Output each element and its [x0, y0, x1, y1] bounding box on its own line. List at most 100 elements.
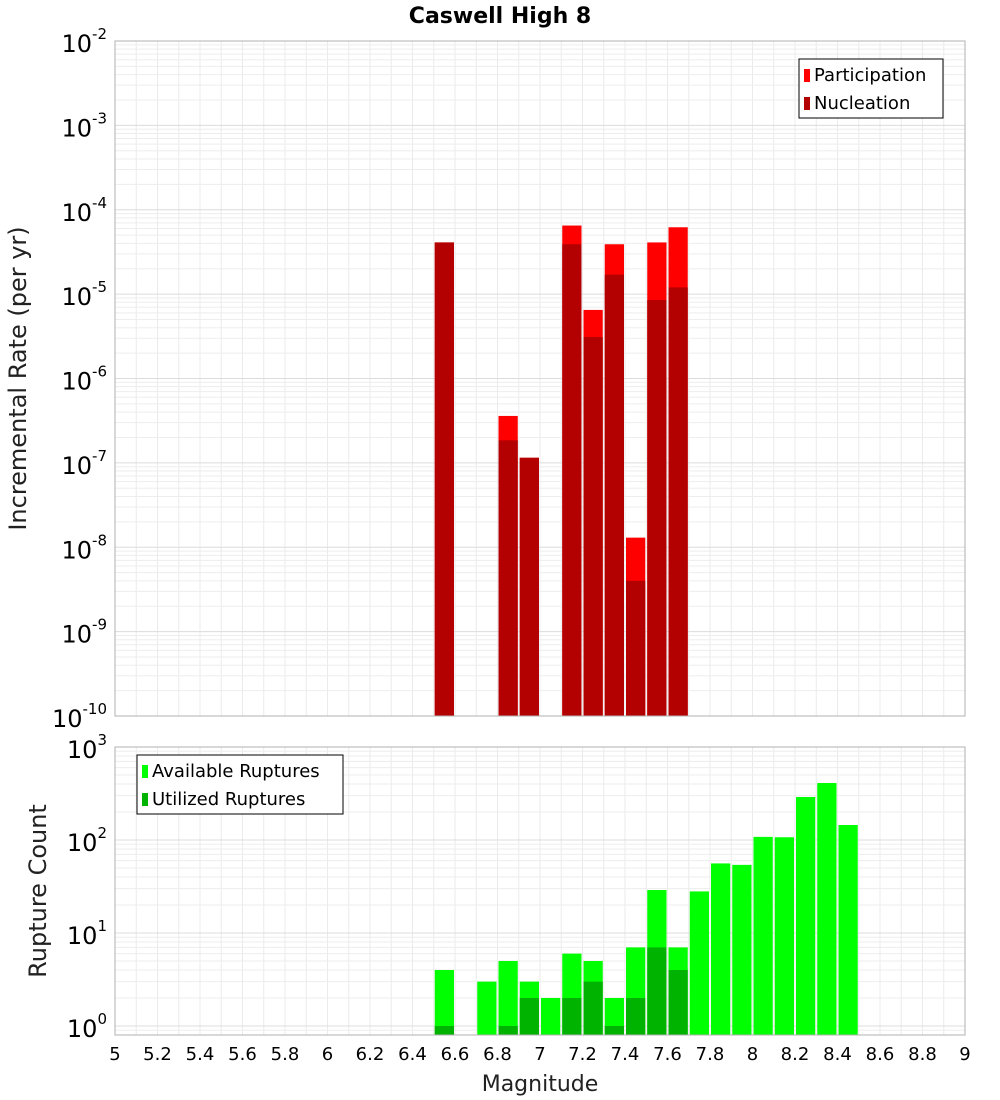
y-tick-label: 10-10 [52, 700, 107, 733]
legend-swatch [804, 97, 810, 110]
bar [583, 337, 603, 716]
grid [114, 40, 966, 717]
legend-label: Participation [814, 65, 926, 86]
x-tick-label: 6.4 [398, 1044, 427, 1065]
bar [604, 274, 624, 716]
bar [626, 997, 646, 1035]
y-tick-exponent: -3 [92, 109, 107, 127]
y-tick-base: 10 [61, 30, 92, 58]
legend-box [798, 58, 944, 119]
bar [838, 824, 858, 1035]
x-tick-label: 6 [322, 1044, 333, 1065]
legend: Available Ruptures Utilized Ruptures [136, 754, 344, 815]
y-axis-label: Rupture Count [24, 804, 52, 978]
x-axis-label: Magnitude [482, 1072, 599, 1097]
y-tick-exponent: -7 [92, 447, 107, 465]
x-tick-label: 7.6 [653, 1044, 682, 1065]
bar [774, 837, 794, 1035]
y-tick-label: 10-4 [61, 194, 107, 227]
y-tick-base: 10 [61, 368, 92, 396]
bar [498, 1025, 518, 1035]
y-tick-label: 100 [67, 1010, 107, 1043]
bar [796, 796, 816, 1035]
bar [647, 947, 667, 1035]
y-tick-exponent: 3 [97, 731, 107, 749]
bar [732, 864, 752, 1035]
y-tick-base: 10 [61, 536, 92, 564]
y-tick-base: 10 [67, 1015, 98, 1043]
bar [604, 997, 624, 1035]
x-tick-label: 8.2 [781, 1044, 810, 1065]
y-tick-label: 10-8 [61, 531, 107, 564]
bar [434, 1025, 454, 1035]
bar [498, 440, 518, 716]
bar [477, 981, 497, 1035]
legend-swatch [142, 765, 148, 778]
y-tick-label: 102 [67, 824, 107, 857]
legend-swatch [804, 69, 810, 82]
bar [668, 287, 688, 716]
bar [647, 300, 667, 716]
y-tick-label: 10-9 [61, 616, 107, 649]
y-tick-labels: 10-210-310-410-510-610-710-810-910-10 [52, 25, 107, 733]
y-tick-exponent: -10 [83, 700, 108, 718]
bar [434, 969, 454, 1035]
x-tick-labels: 5 5.2 5.4 5.6 5.8 6 6.2 6.4 6.6 6.8 7 7.2 7.4 7.6 7.8 8… [109, 1044, 970, 1065]
y-tick-exponent: -5 [92, 278, 107, 296]
legend-box [136, 754, 344, 815]
bar [668, 969, 688, 1035]
x-tick-label: 8 [747, 1044, 758, 1065]
bar [817, 783, 837, 1035]
y-tick-base: 10 [61, 199, 92, 227]
y-tick-base: 10 [61, 283, 92, 311]
y-tick-base: 10 [61, 452, 92, 480]
y-tick-base: 10 [61, 621, 92, 649]
bar [604, 1025, 624, 1035]
bar [562, 244, 582, 717]
y-tick-exponent: -8 [92, 531, 107, 549]
x-tick-label: 5.4 [186, 1044, 215, 1065]
x-tick-label: 5.6 [228, 1044, 257, 1065]
bar [626, 580, 646, 716]
bars-series-b [434, 242, 688, 717]
y-tick-base: 10 [61, 114, 92, 142]
bars-series-b [434, 947, 688, 1035]
bar [711, 863, 731, 1035]
bar [583, 981, 603, 1035]
y-tick-exponent: 0 [97, 1010, 107, 1028]
y-tick-exponent: -4 [92, 194, 107, 212]
bar [519, 997, 539, 1035]
y-tick-label: 10-7 [61, 447, 107, 480]
y-tick-exponent: 1 [97, 917, 107, 935]
x-tick-label: 5.2 [143, 1044, 172, 1065]
x-tick-label: 5.8 [271, 1044, 300, 1065]
x-tick-label: 5 [109, 1044, 120, 1065]
legend-label: Available Ruptures [152, 761, 320, 782]
bar [541, 997, 561, 1035]
y-tick-label: 10-3 [61, 109, 107, 142]
bar [498, 960, 518, 1035]
y-tick-label: 101 [67, 917, 107, 950]
y-tick-base: 10 [67, 922, 98, 950]
x-tick-label: 6.6 [441, 1044, 470, 1065]
bar [434, 242, 454, 716]
y-tick-exponent: -9 [92, 616, 107, 634]
x-tick-label: 8.8 [908, 1044, 937, 1065]
y-tick-base: 10 [52, 705, 83, 733]
y-tick-label: 10-5 [61, 278, 107, 311]
x-tick-label: 6.2 [356, 1044, 385, 1065]
x-tick-label: 7.2 [568, 1044, 597, 1065]
chart-title: Caswell High 8 [409, 4, 591, 29]
bar [753, 836, 773, 1035]
x-tick-label: 7 [534, 1044, 545, 1065]
x-tick-label: 9 [959, 1044, 970, 1065]
y-tick-exponent: -6 [92, 363, 107, 381]
plot-frame [114, 746, 966, 1036]
y-tick-base: 10 [67, 736, 98, 764]
legend: Participation Nucleation [798, 58, 944, 119]
x-tick-label: 8.4 [823, 1044, 852, 1065]
y-tick-label: 103 [67, 731, 107, 764]
